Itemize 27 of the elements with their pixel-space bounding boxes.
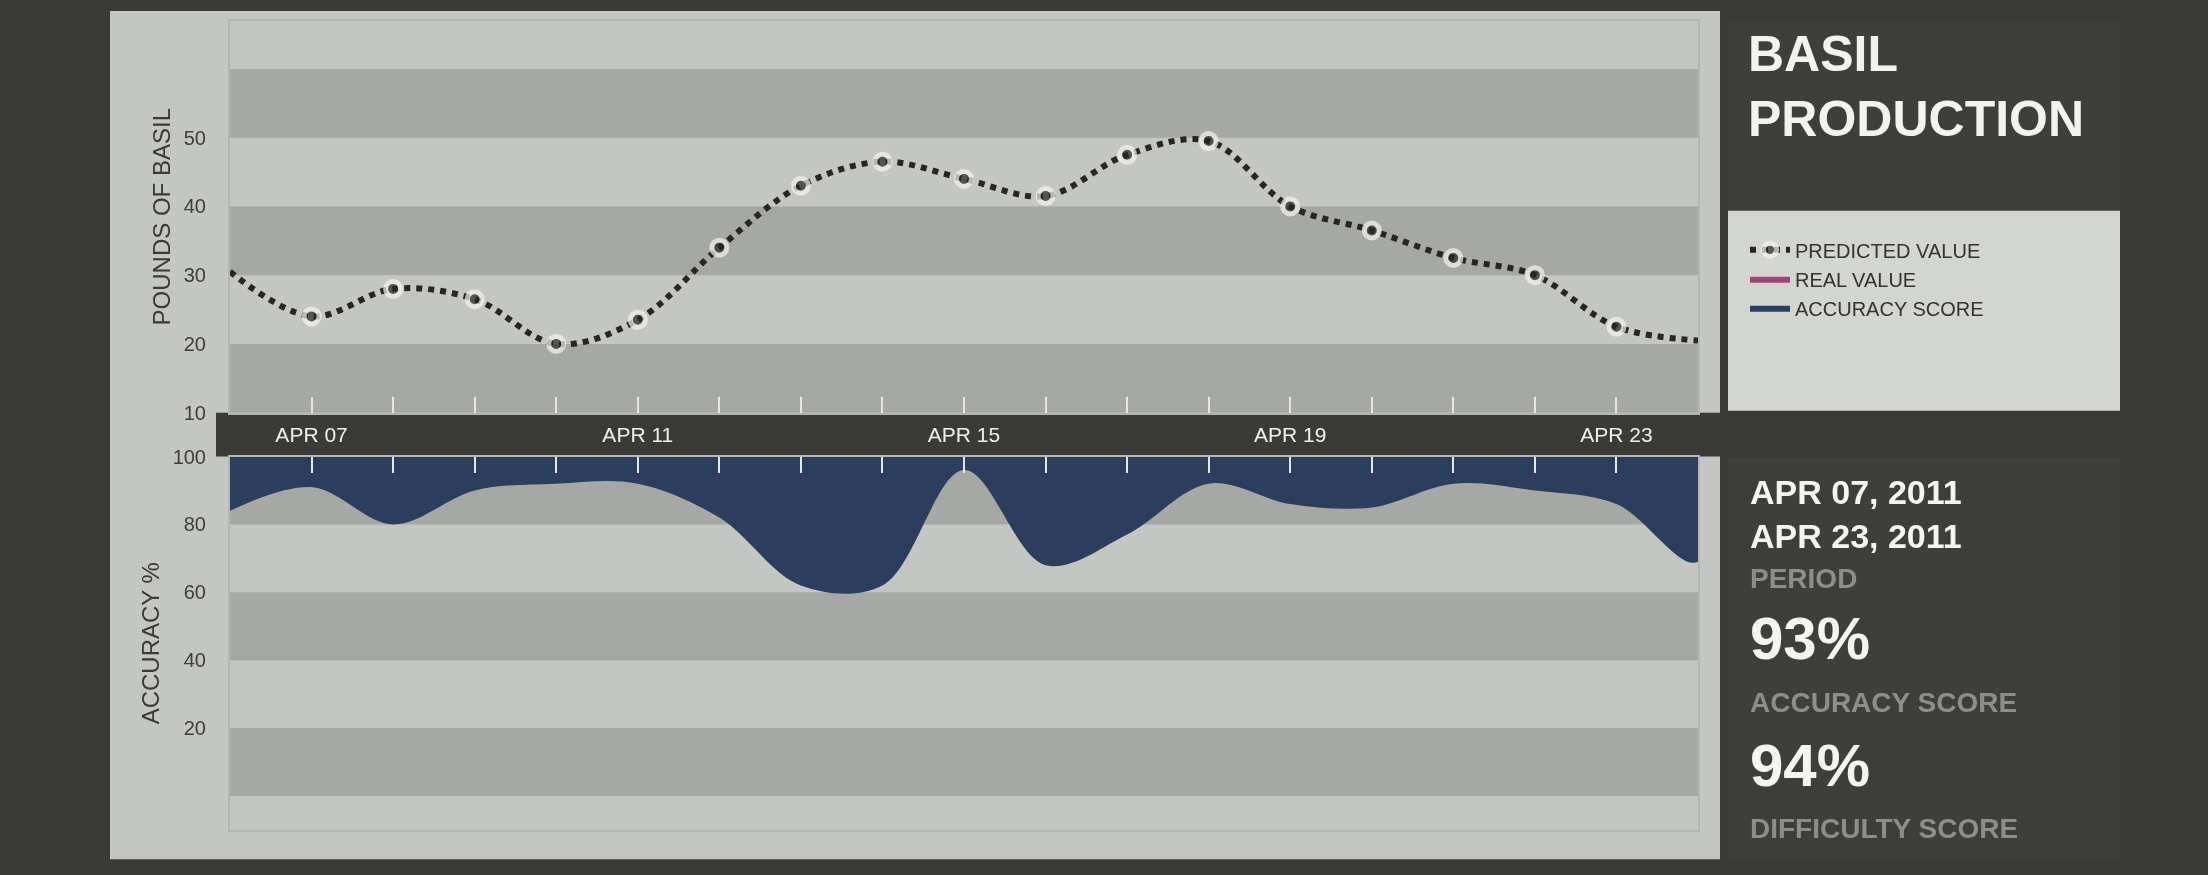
legend-label: REAL VALUE <box>1795 268 1917 291</box>
legend-label: PREDICTED VALUE <box>1795 239 1981 262</box>
y-tick-label: 10 <box>183 401 206 424</box>
y-tick-label: 100 <box>172 445 206 468</box>
x-tick-label: APR 11 <box>602 422 674 446</box>
text: ACCURACY SCORE <box>1750 687 2018 718</box>
y-tick-label: 20 <box>183 332 206 355</box>
y-tick-label: 30 <box>183 264 206 287</box>
y-tick-label: 20 <box>183 717 206 740</box>
text: 94% <box>1750 732 1871 799</box>
y-tick-label: 80 <box>183 513 206 536</box>
y-tick-label: 60 <box>183 581 206 604</box>
x-tick-label: APR 07 <box>275 422 348 446</box>
text: APR 07, 2011 APR 23, 2011 <box>1750 473 1962 556</box>
y-tick-label: 40 <box>183 649 206 672</box>
legend-label: ACCURACY SCORE <box>1795 297 1984 320</box>
y-tick-label: 50 <box>183 126 206 149</box>
y-axis-title: POUNDS OF BASIL <box>148 108 176 326</box>
x-tick-label: APR 19 <box>1254 422 1327 446</box>
text: BASIL PRODUCTION <box>1748 26 2085 148</box>
text: DIFFICULTY SCORE <box>1750 813 2019 844</box>
text: PERIOD <box>1750 563 1858 594</box>
x-tick-label: APR 15 <box>927 422 1001 446</box>
text: 93% <box>1750 605 1871 672</box>
x-tick-label: APR 23 <box>1580 422 1653 446</box>
y-axis-title: ACCURACY % <box>137 562 165 725</box>
y-tick-label: 40 <box>183 195 206 218</box>
